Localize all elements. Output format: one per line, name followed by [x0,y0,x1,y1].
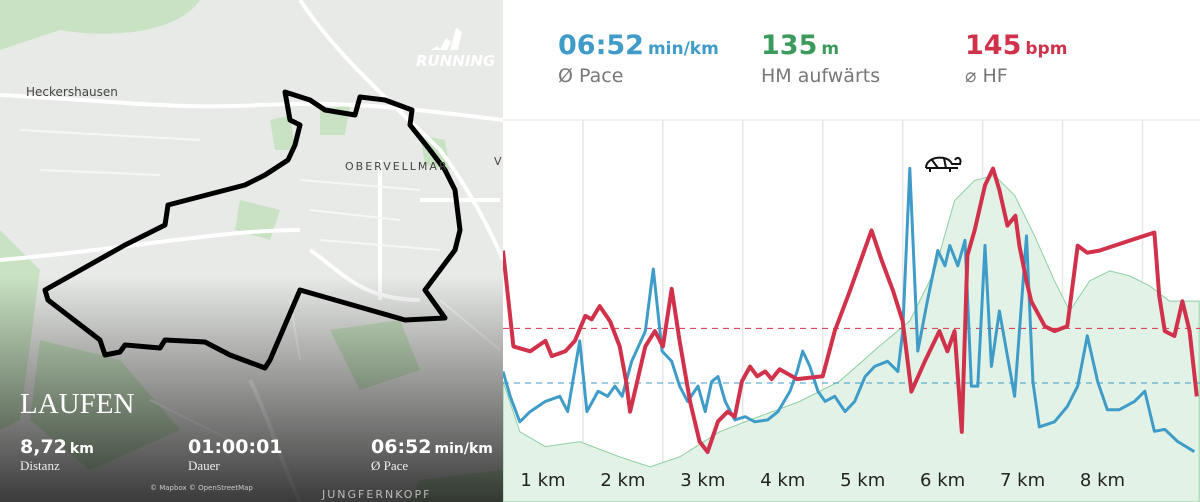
summary-stat: 06:52 min/km Ø Pace [558,30,719,87]
summary-value: 135 [761,30,818,61]
summary-unit: m [821,39,840,59]
stat-value: 06:52 [371,436,432,458]
place-label: JUNGFERNKOPF [322,488,432,501]
summary-stat: 145 bpm ⌀ HF [965,30,1067,87]
map-graphic [0,0,503,502]
stat-label: Distanz [20,458,60,473]
x-tick-label: 4 km [760,470,805,491]
summary-value: 145 [965,30,1022,61]
summary-label: ⌀ HF [965,65,1008,87]
chart-panel: 06:52 min/km Ø Pace 135 m HM aufwärts 145 bpm ⌀ … [503,0,1200,502]
x-tick-label: 8 km [1080,470,1125,491]
summary-value: 06:52 [558,30,644,61]
place-label: OBERVELLMAR [345,160,449,173]
brand: RUNNING [416,52,496,70]
summary-label: Ø Pace [558,65,624,87]
x-tick-label: 7 km [1000,470,1045,491]
stat-label: Ø Pace [371,458,409,473]
x-tick-label: 6 km [920,470,965,491]
stat-label: Dauer [188,458,220,473]
stat-value: 01:00:01 [188,436,283,458]
shade [0,0,503,502]
x-tick-label: 3 km [680,470,725,491]
brand-logo [431,28,462,50]
summary-stat: 135 m HM aufwärts [761,30,880,87]
summary-unit: bpm [1025,39,1068,59]
x-tick-label: 2 km [600,470,645,491]
attribution: © Mapbox © OpenStreetMap [150,484,253,492]
place-label: Heckershausen [26,85,118,99]
series-line [503,166,1199,454]
elevation-area [503,174,1200,502]
activity-title: LAUFEN [20,388,135,420]
summary-label: HM aufwärts [761,65,881,87]
series-line [503,166,1196,453]
stat-unit: km [69,441,94,457]
slowest-icon [925,156,962,172]
stat-value: 8,72 [20,436,67,458]
map: RUNNING Heckershausen OBERVELLMAR V JUNG… [0,0,503,502]
stat: 01:00:01 Dauer [188,436,283,474]
stat-unit: min/km [434,441,493,457]
stat: 8,72 km Distanz [20,436,94,474]
chart: 1 km 2 km 3 km 4 km 5 km 6 km 7 km 8 km [503,119,1200,502]
place-label: V [494,155,503,168]
stat: 06:52 min/km Ø Pace [371,436,493,474]
summary-unit: min/km [647,39,719,59]
x-tick-label: 1 km [520,470,565,491]
x-tick-label: 5 km [840,470,885,491]
